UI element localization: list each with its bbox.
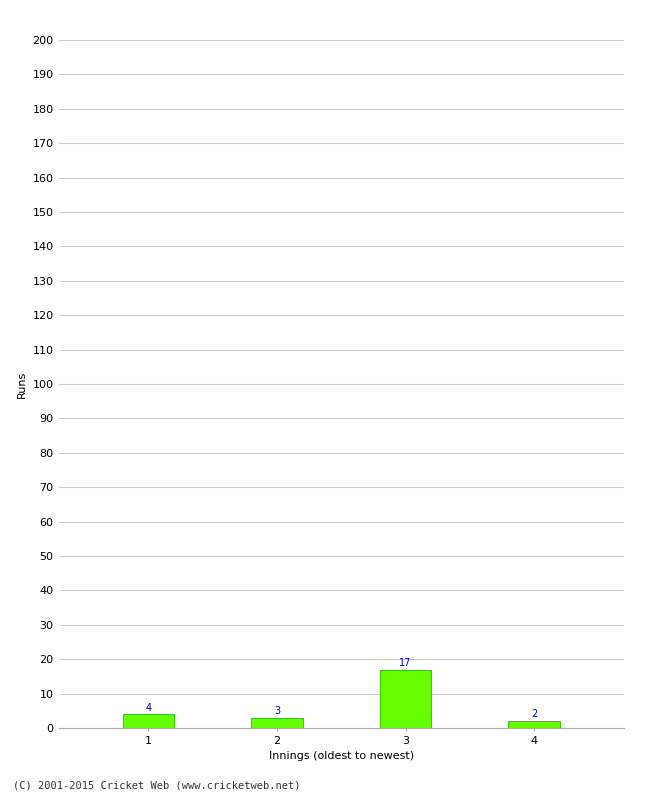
Text: 4: 4 [146,702,151,713]
Bar [508,721,560,728]
Bar [123,714,174,728]
Bar [252,718,303,728]
Bar [380,670,431,728]
X-axis label: Innings (oldest to newest): Innings (oldest to newest) [268,751,414,761]
Text: 2: 2 [531,710,537,719]
Text: 3: 3 [274,706,280,716]
Text: 17: 17 [399,658,411,668]
Y-axis label: Runs: Runs [17,370,27,398]
Text: (C) 2001-2015 Cricket Web (www.cricketweb.net): (C) 2001-2015 Cricket Web (www.cricketwe… [13,781,300,790]
